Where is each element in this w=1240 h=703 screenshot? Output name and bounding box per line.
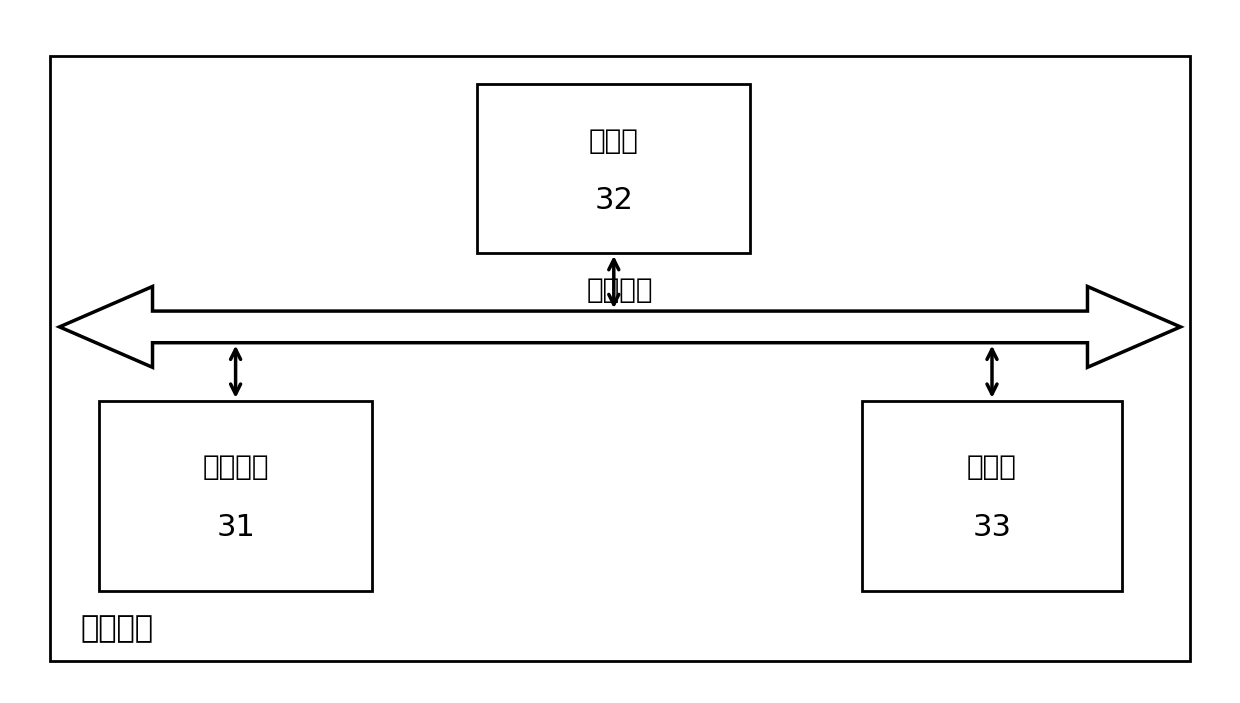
Bar xyxy=(99,401,372,591)
Text: 输入设备: 输入设备 xyxy=(202,453,269,482)
Text: 32: 32 xyxy=(594,186,634,215)
Text: 电子设备: 电子设备 xyxy=(81,614,154,643)
Bar xyxy=(477,84,750,253)
Bar xyxy=(50,56,1190,661)
Polygon shape xyxy=(60,287,1180,367)
Text: 内部线缆: 内部线缆 xyxy=(587,276,653,304)
Text: 33: 33 xyxy=(972,512,1012,542)
Text: 存储器: 存储器 xyxy=(967,453,1017,482)
Text: 31: 31 xyxy=(216,512,255,542)
Text: 处理器: 处理器 xyxy=(589,127,639,155)
Bar xyxy=(862,401,1122,591)
